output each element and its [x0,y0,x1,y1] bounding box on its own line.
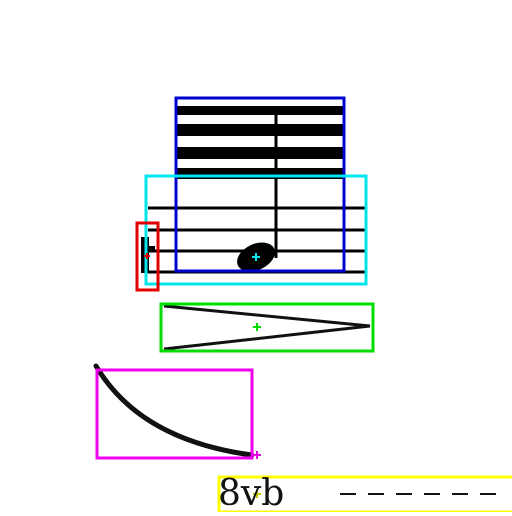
ledger-line [176,147,344,159]
staff-center-marker [252,253,260,261]
slur-center-marker [253,451,261,459]
octave-center-marker [253,490,261,498]
center-markers [144,253,261,498]
staff-bounding-box [144,174,368,286]
note-bounding-box [174,96,346,273]
hairpin-bounding-box [159,302,375,353]
ledger-line [176,124,344,136]
ledger-line [176,106,344,115]
accidental-bounding-box [135,221,160,292]
octave-marking-label: 8vb [218,473,285,514]
hairpin-center-marker [253,323,261,331]
slur [93,363,255,458]
slur-bounding-box [95,368,254,460]
ledger-line [176,168,344,179]
ledger-lines [176,106,344,179]
accidental-center-marker [144,253,150,259]
decrescendo-hairpin [163,304,371,351]
